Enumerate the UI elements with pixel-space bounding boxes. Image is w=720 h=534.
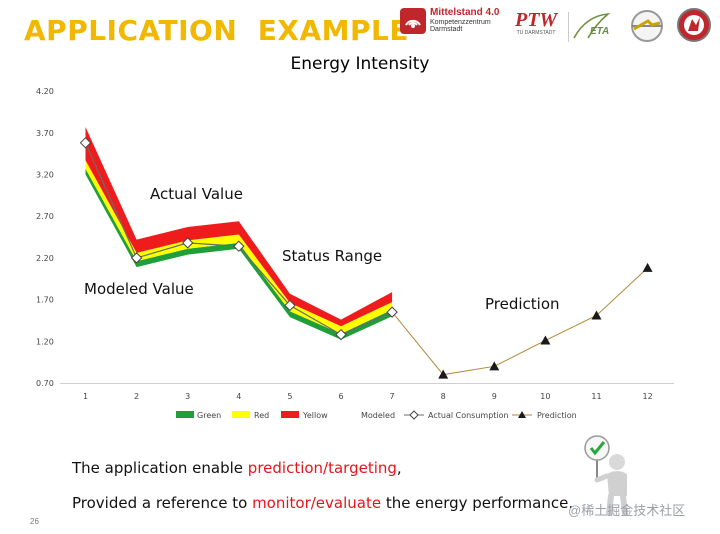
actual-consumption-point [284,299,296,312]
chart-annotation: Status Range [282,247,382,265]
y-tick-label: 1.20 [36,337,54,346]
x-tick-label: 7 [390,392,395,401]
chart-annotation: Modeled Value [84,280,194,298]
x-tick-label: 6 [338,392,343,401]
watermark: @稀土掘金技术社区 [568,503,686,518]
eta-leaf-icon [567,12,611,42]
legend-label: Prediction [537,411,577,420]
band-red [85,127,393,327]
x-tick-label: 8 [441,392,446,401]
ptw-logo: PTW TU DARMSTADT [515,10,557,36]
mittelstand-logo: Mittelstand 4.0 Kompetenzzentrum Darmsta… [400,8,499,34]
legend-label: Actual Consumption [428,411,509,420]
eta-logo: ETA [567,10,622,49]
footer-highlight-prediction: prediction/targeting [247,459,397,477]
chart-annotation: Prediction [485,295,560,313]
footer-line-1: The application enable prediction/target… [72,459,402,477]
page-title: APPLICATION EXAMPLE [24,14,410,47]
opel-emblem-icon [631,10,663,42]
x-tick-label: 1 [83,392,88,401]
prediction-point [489,361,500,371]
y-tick-label: 0.70 [36,379,54,388]
mittelstand-sub1: Kompetenzzentrum [430,18,491,26]
y-tick-label: 1.70 [36,296,54,305]
vauxhall-logo [676,7,712,48]
mittelstand-icon [400,8,426,34]
legend-swatch [281,411,299,418]
footer-line-1-end: , [396,459,402,477]
page-number: 26 [30,517,39,526]
x-tick-label: 9 [492,392,497,401]
y-tick-label: 3.70 [36,129,54,138]
legend-marker [518,411,526,418]
mittelstand-name: Mittelstand 4.0 [430,7,500,19]
footer-line-2: Provided a reference to monitor/evaluate… [72,494,573,512]
x-tick-label: 12 [643,392,653,401]
actual-consumption-point [181,237,194,249]
ptw-sub: TU DARMSTADT [516,30,556,36]
x-tick-label: 4 [236,392,241,401]
footer-line-1-text: The application enable [72,459,248,477]
legend-label: Yellow [302,411,328,420]
figure-checkmark-icon [584,435,628,516]
legend-label: Modeled [361,411,395,420]
x-tick-label: 3 [185,392,190,401]
prediction-point [540,335,551,345]
prediction-line [391,267,648,376]
prediction-point [591,310,602,320]
x-tick-label: 10 [540,392,550,401]
mittelstand-sub2: Darmstadt [430,26,463,34]
prediction-point [438,369,449,379]
actual-consumption-point [335,328,347,341]
energy-intensity-chart: 4.203.703.202.702.201.701.200.701 2 3 4 5 6 7 8… [36,87,674,420]
legend-label: Red [254,411,269,420]
footer-line-2-end: the energy performance. [381,494,574,512]
footer-highlight-monitor: monitor/evaluate [252,494,382,512]
vauxhall-griffin-icon [677,8,711,42]
ptw-text: PTW [515,9,558,31]
opel-logo [628,9,666,48]
x-tick-label: 2 [134,392,139,401]
x-tick-label: 11 [591,392,601,401]
logo-bar: Mittelstand 4.0 Kompetenzzentrum Darmsta… [400,6,712,46]
x-tick-label: 5 [287,392,292,401]
chart-annotation: Actual Value [150,185,243,203]
footer-line-2-text: Provided a reference to [72,494,253,512]
chart-title: Energy Intensity [290,54,430,74]
actual-consumption-point [79,137,92,149]
legend-swatch [176,411,194,418]
y-tick-label: 2.70 [36,212,54,221]
prediction-point [642,262,653,272]
y-tick-label: 2.20 [36,254,54,263]
legend-swatch [232,411,250,418]
y-tick-label: 3.20 [36,171,54,180]
legend-label: Green [197,411,221,420]
actual-consumption-point [130,252,143,264]
y-tick-label: 4.20 [36,87,54,96]
eta-text: ETA [590,26,610,37]
actual-consumption-point [386,306,398,318]
legend-marker [409,410,419,420]
actual-consumption-point [233,240,245,252]
